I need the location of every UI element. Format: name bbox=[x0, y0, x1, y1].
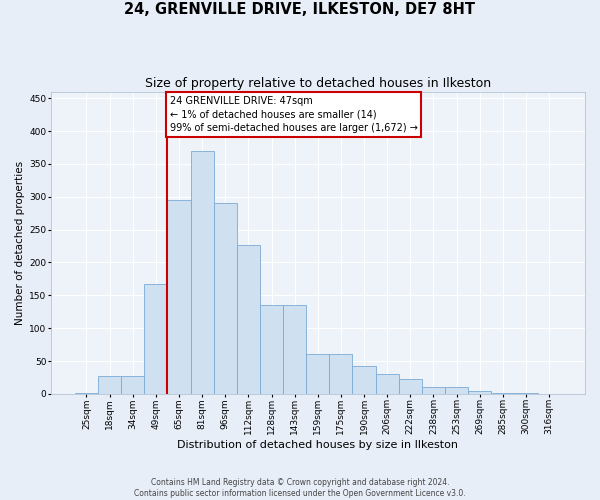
Text: Contains HM Land Registry data © Crown copyright and database right 2024.
Contai: Contains HM Land Registry data © Crown c… bbox=[134, 478, 466, 498]
Text: 24 GRENVILLE DRIVE: 47sqm
← 1% of detached houses are smaller (14)
99% of semi-d: 24 GRENVILLE DRIVE: 47sqm ← 1% of detach… bbox=[170, 96, 418, 132]
Bar bbox=[306, 354, 329, 394]
Bar bbox=[121, 376, 144, 394]
Bar bbox=[514, 393, 538, 394]
Bar bbox=[283, 305, 306, 394]
Bar bbox=[144, 284, 167, 394]
Bar bbox=[214, 204, 237, 394]
Bar bbox=[260, 305, 283, 394]
Bar bbox=[167, 200, 191, 394]
Y-axis label: Number of detached properties: Number of detached properties bbox=[15, 160, 25, 325]
Bar bbox=[98, 376, 121, 394]
Bar bbox=[75, 392, 98, 394]
Bar bbox=[329, 354, 352, 394]
Bar bbox=[376, 374, 399, 394]
X-axis label: Distribution of detached houses by size in Ilkeston: Distribution of detached houses by size … bbox=[177, 440, 458, 450]
Bar bbox=[191, 151, 214, 394]
Bar bbox=[445, 386, 468, 394]
Bar bbox=[422, 386, 445, 394]
Bar bbox=[468, 390, 491, 394]
Bar bbox=[237, 246, 260, 394]
Text: 24, GRENVILLE DRIVE, ILKESTON, DE7 8HT: 24, GRENVILLE DRIVE, ILKESTON, DE7 8HT bbox=[125, 2, 476, 18]
Bar bbox=[491, 392, 514, 394]
Bar bbox=[399, 380, 422, 394]
Bar bbox=[352, 366, 376, 394]
Title: Size of property relative to detached houses in Ilkeston: Size of property relative to detached ho… bbox=[145, 78, 491, 90]
